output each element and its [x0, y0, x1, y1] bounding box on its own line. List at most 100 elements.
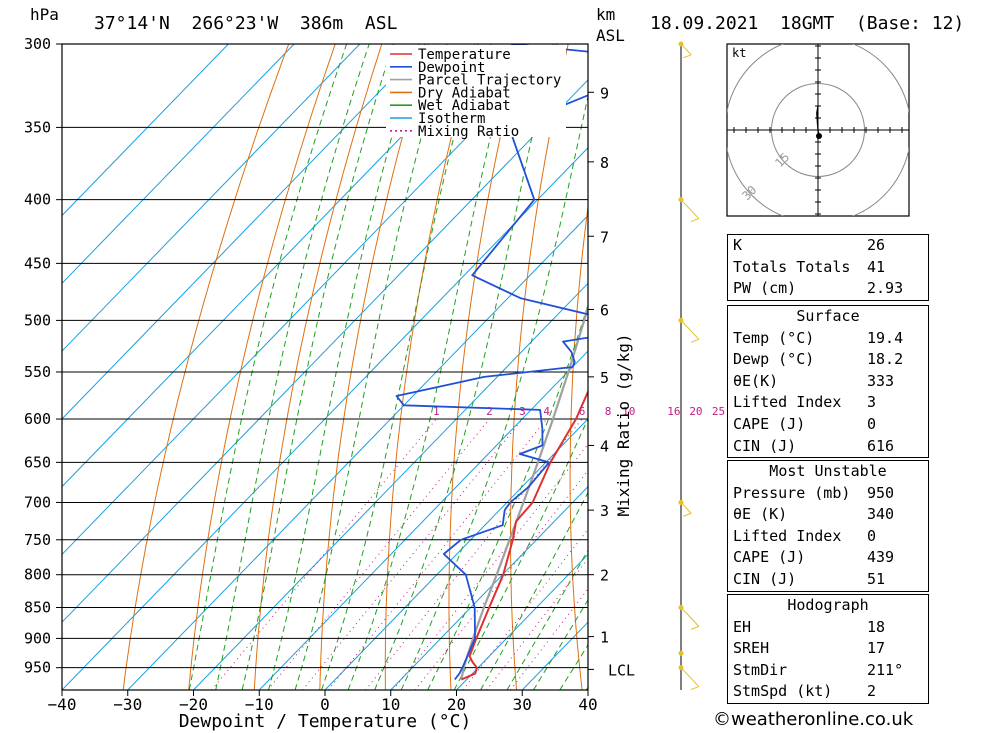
- mixing-ratio-label: 20: [689, 405, 702, 418]
- mixing-ratio-axis-title: Mixing Ratio (g/kg): [614, 333, 633, 516]
- index-label: Dewp (°C): [733, 350, 815, 369]
- most-unstable-box: Most Unstable Pressure (mb) 950 θE (K) 340 Li…: [727, 460, 929, 592]
- wind-barb-staff: [680, 199, 700, 219]
- index-label: CAPE (J): [733, 414, 806, 433]
- index-label: CIN (J): [733, 436, 797, 455]
- mixing-ratio-labels: 1 2 3 4 6 8 10 16 20 25: [433, 405, 725, 418]
- wet-adiabat-line: [321, 44, 479, 690]
- credit-text: ©weatheronline.co.uk: [713, 709, 914, 730]
- index-value: 41: [867, 257, 886, 276]
- index-row: CAPE (J) 0: [728, 414, 928, 436]
- x-tick-label: 30: [513, 695, 532, 714]
- height-label: 7: [600, 228, 609, 246]
- dry-adiabat-line: [569, 203, 588, 690]
- isotherm-line: [62, 147, 588, 690]
- pressure-label: 550: [24, 363, 51, 381]
- index-value: 0: [867, 414, 877, 433]
- pressure-label: 750: [24, 531, 51, 549]
- wind-barb-staff: [680, 502, 692, 514]
- mixing-ratio-label: 8: [605, 405, 612, 418]
- index-label: StmSpd (kt): [733, 682, 833, 701]
- index-row: SREH 17: [728, 638, 928, 660]
- index-row: StmDir 211°: [728, 660, 928, 682]
- wet-adiabat-line: [374, 44, 554, 690]
- dry-adiabat-line: [940, 44, 1000, 690]
- wet-adiabat-line: [400, 94, 588, 690]
- index-row: CIN (J) 616: [728, 436, 928, 458]
- index-value: 18: [867, 617, 886, 636]
- section-title: Hodograph: [787, 596, 869, 614]
- index-row: θE(K) 333: [728, 371, 928, 393]
- pressure-unit-label: hPa: [30, 5, 59, 24]
- plot-frame: [61, 43, 589, 691]
- index-row: Dewp (°C) 18.2: [728, 349, 928, 371]
- hodograph-indices-box: Hodograph EH 18 SREH 17 StmDir 211° StmSpd (kt)…: [727, 594, 929, 704]
- index-value: 333: [867, 371, 895, 390]
- mixing-ratio-label: 6: [579, 405, 586, 418]
- wind-barb-flag: [683, 54, 692, 59]
- height-label: 9: [600, 84, 609, 102]
- mixing-ratio-label: 1: [433, 405, 440, 418]
- wet-adiabat-line: [215, 44, 370, 690]
- pressure-label: 500: [24, 311, 51, 329]
- legend-label: Temperature: [418, 47, 511, 63]
- dry-adiabat-line: [988, 44, 1000, 690]
- index-label: K: [733, 236, 743, 254]
- hodograph-storm-marker: [816, 133, 822, 139]
- isotherm-line: [62, 44, 361, 352]
- isotherm-line: [62, 44, 426, 420]
- dewpoint-line: [395, 44, 588, 681]
- index-row: K 26: [728, 235, 928, 257]
- pressure-label: 400: [24, 191, 51, 209]
- hodograph-unit: kt: [732, 46, 746, 60]
- mixing-ratio-line: [267, 418, 490, 690]
- index-label: SREH: [733, 639, 770, 658]
- index-row: StmSpd (kt) 2: [728, 681, 928, 703]
- index-label: CAPE (J): [733, 548, 806, 567]
- wind-barb-flag: [690, 218, 700, 223]
- index-label: StmDir: [733, 660, 788, 679]
- index-label: Lifted Index: [733, 393, 842, 412]
- profiles: [395, 44, 588, 681]
- index-label: θE(K): [733, 371, 779, 390]
- wet-adiabat-line: [268, 44, 420, 690]
- wet-adiabat-line: [294, 44, 448, 690]
- wind-barb-staff: [680, 320, 700, 340]
- dry-adiabat-line: [319, 44, 429, 690]
- isotherm-line: [62, 44, 295, 285]
- isotherm-line: [390, 485, 588, 690]
- index-value: 3: [867, 393, 877, 412]
- index-label: PW (cm): [733, 279, 797, 298]
- mixing-ratio-line: [327, 418, 548, 690]
- dry-adiabat-line: [448, 44, 523, 690]
- height-label: 4: [600, 437, 609, 455]
- mixing-ratio-label: 10: [622, 405, 635, 418]
- x-tick-label: −20: [179, 695, 208, 714]
- index-row: Totals Totals 41: [728, 257, 928, 279]
- background-lines: [62, 44, 1000, 690]
- index-value: 950: [867, 483, 895, 502]
- mixing-ratio-label: 16: [667, 405, 680, 418]
- section-title: Surface: [796, 307, 860, 325]
- index-label: Temp (°C): [733, 328, 815, 347]
- legend-label: Mixing Ratio: [418, 124, 519, 140]
- pressure-label: 350: [24, 118, 51, 136]
- pressure-label: 650: [24, 453, 51, 471]
- mixing-ratio-line: [302, 418, 523, 690]
- pressure-label: 300: [24, 35, 51, 53]
- surface-indices-box: Surface Temp (°C) 19.4 Dewp (°C) 18.2 θE(K) 33…: [727, 305, 929, 459]
- dry-adiabat-line: [510, 44, 569, 690]
- dry-adiabat-line: [253, 44, 383, 690]
- wind-barb-flag: [690, 338, 700, 343]
- index-row: Temp (°C) 19.4: [728, 328, 928, 350]
- index-value: 2.93: [867, 279, 904, 298]
- legend-label: Wet Adiabat: [418, 98, 511, 114]
- index-label: Totals Totals: [733, 257, 851, 276]
- parcel-trajectory-line: [460, 303, 588, 680]
- height-label: 6: [600, 301, 609, 319]
- dry-adiabat-line: [684, 44, 714, 690]
- index-label: Lifted Index: [733, 526, 842, 545]
- wet-adiabat-line: [453, 417, 588, 690]
- height-axis-labels: 9 8 7 6 5 4 3 2 1 LCL: [588, 84, 635, 679]
